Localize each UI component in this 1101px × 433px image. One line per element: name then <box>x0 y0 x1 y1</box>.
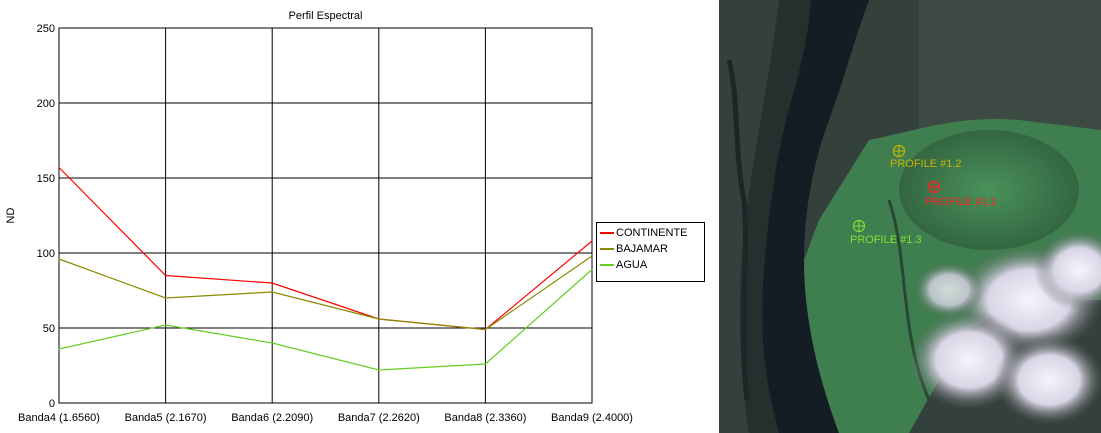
legend-item: BAJAMAR <box>600 241 704 257</box>
series-line-agua <box>58 269 593 371</box>
profile-label: PROFILE #1.3 <box>850 234 922 246</box>
profile-label: PROFILE #1.2 <box>890 158 962 170</box>
satellite-image: PROFILE #1.2 PROFILE #1.1 PROFILE #1.3 <box>719 0 1101 433</box>
x-tick-label: Banda8 (2.3360) <box>444 412 526 424</box>
y-tick-label: 100 <box>37 248 55 260</box>
spectral-profile-chart: 0 50 100 150 200 250 Banda4 (1.6560) Banda5 (2.… <box>5 10 705 424</box>
series-line-continente <box>58 167 593 331</box>
data-point <box>271 282 273 284</box>
x-tick-label: Banda7 (2.2620) <box>338 412 420 424</box>
data-point <box>271 291 273 293</box>
y-tick-label: 250 <box>37 23 55 35</box>
profile-label: PROFILE #1.1 <box>925 196 997 208</box>
legend-label: BAJAMAR <box>616 243 668 255</box>
data-point <box>484 363 486 365</box>
y-tick-label: 150 <box>37 173 55 185</box>
data-point <box>591 255 593 257</box>
data-point <box>58 348 60 350</box>
x-tick-label: Banda4 (1.6560) <box>18 412 100 424</box>
data-point <box>165 297 167 299</box>
y-tick-label: 200 <box>37 98 55 110</box>
data-point <box>591 240 593 242</box>
legend-label: AGUA <box>616 259 648 271</box>
legend-item: AGUA <box>600 257 704 273</box>
data-point <box>165 274 167 277</box>
data-point <box>58 258 60 260</box>
data-point <box>271 342 273 344</box>
x-tick-label: Banda9 (2.4000) <box>551 412 633 424</box>
legend-swatch <box>600 248 614 250</box>
crosshair-icon[interactable] <box>927 180 941 194</box>
plot-frame <box>58 27 593 404</box>
x-tick-label: Banda5 (2.1670) <box>125 412 207 424</box>
legend-item: CONTINENTE <box>600 225 704 241</box>
y-tick-label: 50 <box>43 323 55 335</box>
series-line-bajamar <box>58 255 593 331</box>
data-point <box>484 328 486 331</box>
x-tick-label: Banda6 (2.2090) <box>231 412 313 424</box>
legend-swatch <box>600 232 614 234</box>
chart-title: Perfil Espectral <box>289 10 363 22</box>
chart-canvas: 0 50 100 150 200 250 Banda4 (1.6560) Banda5 (2.… <box>5 10 633 424</box>
y-tick-label: 0 <box>49 398 55 410</box>
data-point <box>378 369 380 371</box>
legend-swatch <box>600 264 614 266</box>
crosshair-icon[interactable] <box>892 144 906 158</box>
data-point <box>58 166 60 169</box>
data-point <box>378 318 380 320</box>
chart-legend: CONTINENTE BAJAMAR AGUA <box>596 222 705 282</box>
satellite-scene <box>719 0 1101 433</box>
data-point <box>591 268 593 271</box>
crosshair-icon[interactable] <box>852 219 866 233</box>
legend-label: CONTINENTE <box>616 227 688 239</box>
data-point <box>165 324 167 326</box>
y-axis-label: ND <box>5 208 17 224</box>
